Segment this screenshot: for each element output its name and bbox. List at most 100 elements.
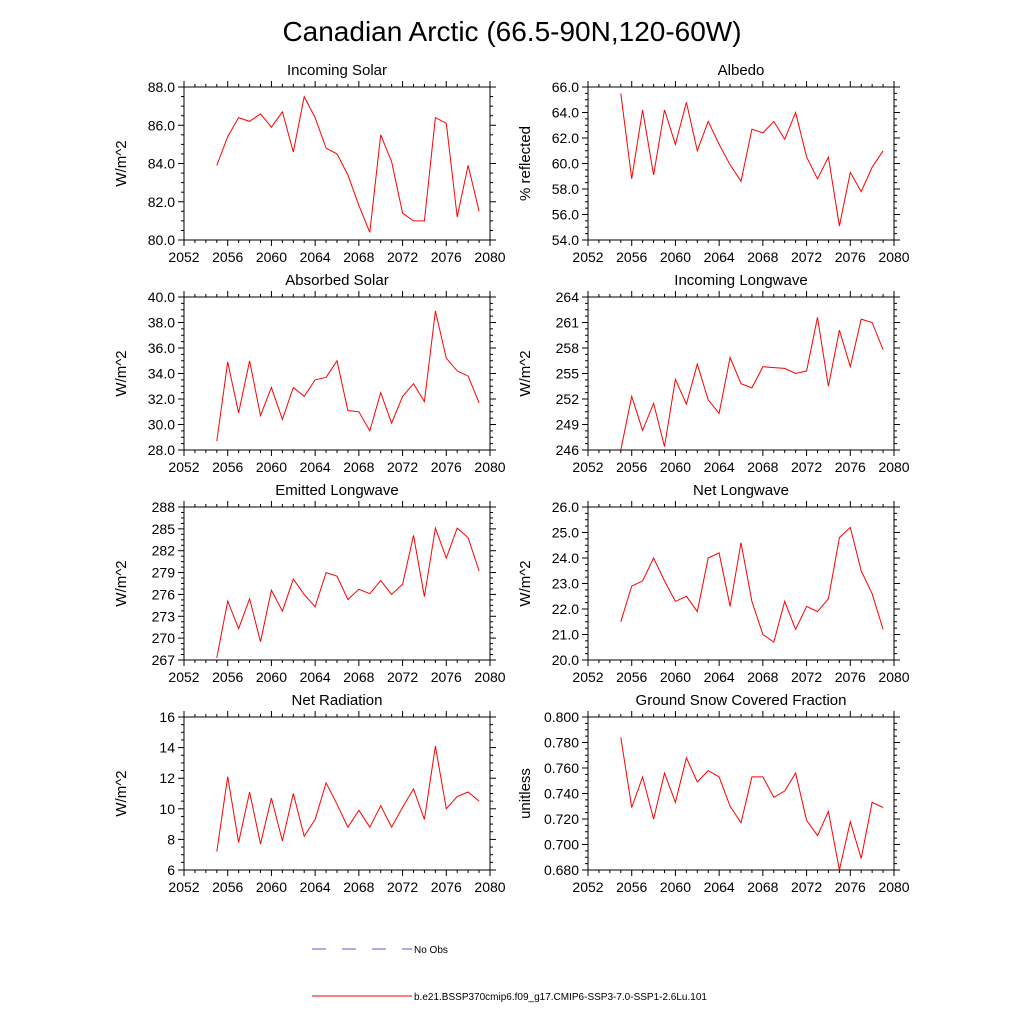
x-tick-label: 2068	[747, 249, 778, 265]
x-tick-label: 2064	[704, 249, 735, 265]
y-tick-label: 86.0	[148, 117, 175, 133]
plot-frame	[587, 716, 895, 871]
x-tick-label: 2080	[878, 459, 909, 475]
x-tick-label: 2052	[572, 879, 603, 895]
x-tick-label: 2076	[835, 879, 866, 895]
x-tick-label: 2072	[387, 879, 418, 895]
x-tick-label: 2076	[431, 669, 462, 685]
y-tick-label: 0.720	[544, 811, 579, 827]
x-tick-label: 2068	[747, 669, 778, 685]
y-tick-label: 0.680	[544, 862, 579, 878]
x-tick-label: 2080	[878, 879, 909, 895]
x-tick-label: 2052	[572, 459, 603, 475]
x-tick-label: 2064	[300, 459, 331, 475]
y-tick-label: 246	[556, 442, 580, 458]
series-line	[620, 526, 884, 643]
y-tick-label: 26.0	[552, 499, 579, 515]
y-tick-label: 270	[152, 630, 176, 646]
y-tick-label: 82.0	[148, 194, 175, 210]
y-tick-label: 66.0	[552, 79, 579, 95]
x-tick-label: 2056	[212, 459, 243, 475]
y-axis-label: unitless	[517, 768, 534, 819]
x-tick-label: 2056	[212, 249, 243, 265]
y-tick-label: 38.0	[148, 315, 175, 331]
y-tick-label: 88.0	[148, 79, 175, 95]
y-tick-label: 10	[159, 801, 175, 817]
plot-frame	[183, 86, 491, 241]
x-tick-label: 2060	[660, 459, 691, 475]
x-tick-label: 2068	[343, 459, 374, 475]
x-tick-label: 2056	[616, 669, 647, 685]
x-tick-label: 2068	[747, 459, 778, 475]
x-tick-label: 2076	[431, 249, 462, 265]
panel: Ground Snow Covered Fraction unitless 2052…	[517, 692, 910, 895]
x-tick-label: 2064	[300, 879, 331, 895]
y-tick-label: 23.0	[552, 576, 579, 592]
y-tick-label: 21.0	[552, 627, 579, 643]
x-tick-label: 2072	[791, 249, 822, 265]
x-tick-label: 2052	[168, 669, 199, 685]
series-line	[620, 317, 884, 451]
x-tick-label: 2076	[431, 879, 462, 895]
y-tick-label: 276	[152, 586, 176, 602]
y-tick-label: 56.0	[552, 207, 579, 223]
x-tick-label: 2064	[704, 459, 735, 475]
x-tick-label: 2080	[474, 879, 505, 895]
panel-title: Net Radiation	[292, 692, 383, 709]
y-tick-label: 8	[167, 831, 175, 847]
panel: Absorbed Solar W/m^2 2052 2056 2060 2064 2068 2…	[113, 272, 506, 475]
y-tick-label: 0.760	[544, 760, 579, 776]
x-tick-label: 2080	[474, 249, 505, 265]
panel-title: Absorbed Solar	[285, 272, 388, 289]
panel-title: Incoming Longwave	[674, 272, 807, 289]
panel: Incoming Solar W/m^2 2052 2056 2060 2064 2068 2…	[113, 62, 506, 265]
x-tick-label: 2060	[256, 669, 287, 685]
y-axis-label: W/m^2	[113, 350, 130, 396]
x-tick-label: 2052	[572, 669, 603, 685]
x-tick-label: 2076	[835, 459, 866, 475]
y-tick-label: 14	[159, 740, 175, 756]
y-tick-label: 16	[159, 709, 175, 725]
legend: No Obs b.e21.BSSP370cmip6.f09_g17.CMIP6-…	[312, 945, 707, 1003]
panel-title: Albedo	[718, 62, 765, 79]
y-tick-label: 60.0	[552, 156, 579, 172]
x-tick-label: 2080	[878, 669, 909, 685]
series-line	[620, 93, 884, 227]
y-tick-label: 0.780	[544, 735, 579, 751]
x-tick-label: 2056	[212, 879, 243, 895]
x-tick-label: 2064	[300, 669, 331, 685]
y-tick-label: 261	[556, 315, 580, 331]
x-tick-label: 2064	[704, 669, 735, 685]
x-tick-label: 2072	[791, 879, 822, 895]
x-tick-label: 2068	[343, 669, 374, 685]
y-tick-label: 36.0	[148, 340, 175, 356]
x-tick-label: 2076	[835, 249, 866, 265]
y-tick-label: 6	[167, 862, 175, 878]
x-tick-label: 2052	[168, 459, 199, 475]
y-tick-label: 282	[152, 543, 176, 559]
x-tick-label: 2060	[660, 249, 691, 265]
series-line	[620, 737, 884, 871]
legend-label-model: b.e21.BSSP370cmip6.f09_g17.CMIP6-SSP3-7.…	[414, 992, 707, 1003]
y-tick-label: 28.0	[148, 442, 175, 458]
y-tick-label: 24.0	[552, 550, 579, 566]
y-tick-label: 288	[152, 499, 176, 515]
x-tick-label: 2060	[256, 459, 287, 475]
y-tick-label: 25.0	[552, 525, 579, 541]
y-tick-label: 20.0	[552, 652, 579, 668]
panel: Albedo % reflected 2052 2056 2060 2064 2068 207…	[517, 62, 910, 265]
y-tick-label: 0.700	[544, 837, 579, 853]
y-tick-label: 0.800	[544, 709, 579, 725]
x-tick-label: 2060	[660, 879, 691, 895]
y-tick-label: 255	[556, 366, 580, 382]
y-tick-label: 30.0	[148, 417, 175, 433]
y-tick-label: 80.0	[148, 232, 175, 248]
x-tick-label: 2072	[791, 459, 822, 475]
x-tick-label: 2080	[474, 459, 505, 475]
x-tick-label: 2056	[616, 459, 647, 475]
y-tick-label: 258	[556, 340, 580, 356]
x-tick-label: 2052	[168, 249, 199, 265]
x-tick-label: 2060	[256, 879, 287, 895]
plot-frame	[587, 296, 895, 451]
